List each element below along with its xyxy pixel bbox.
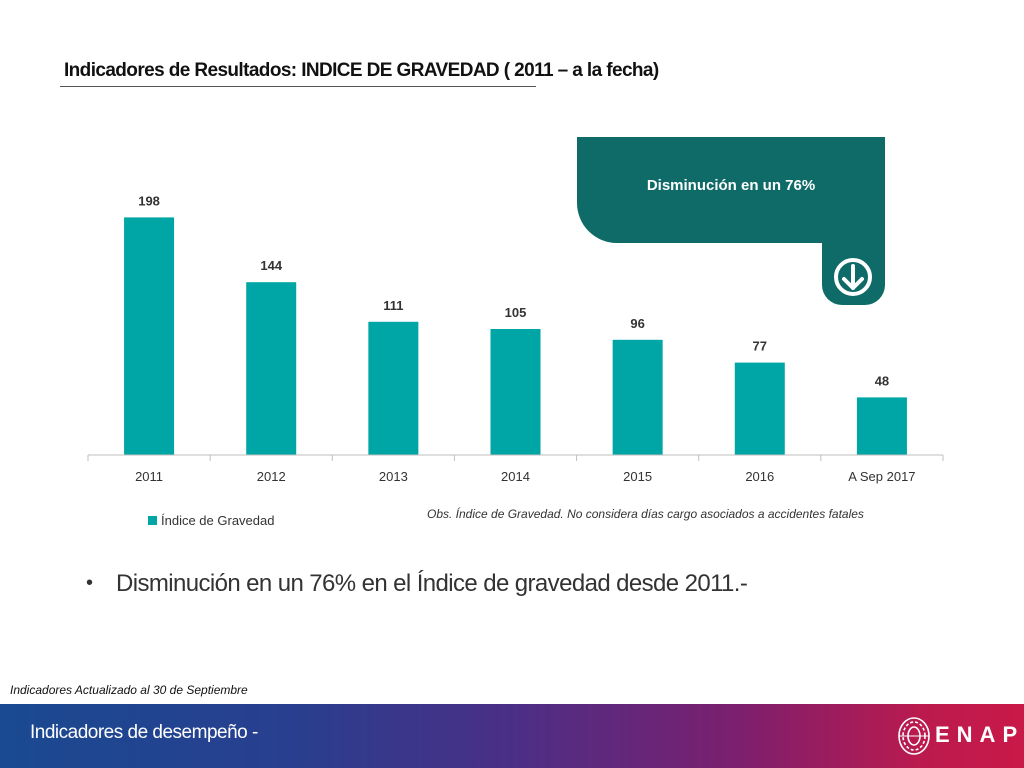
legend-swatch [148, 516, 157, 525]
x-tick-label: 2015 [623, 469, 652, 484]
data-label: 96 [630, 316, 644, 331]
bullet-dot: • [86, 572, 93, 594]
x-tick-label: 2014 [501, 469, 530, 484]
arrow-down-circle-icon [834, 258, 872, 296]
bar-2014 [490, 329, 541, 455]
summary-bullet: • Disminución en un 76% en el Índice de g… [86, 570, 748, 598]
callout-box [577, 137, 885, 305]
x-tick-label: A Sep 2017 [848, 469, 915, 484]
enap-logo-icon [898, 717, 930, 755]
data-label: 77 [753, 339, 767, 354]
data-label: 48 [875, 373, 889, 388]
bar-chart: 198 144 111 105 96 77 48 2011 2012 2013 2014 2015 2… [87, 137, 944, 528]
callout-text: Disminución en un 76% [647, 177, 815, 194]
x-tick-label: 2016 [745, 469, 774, 484]
footer-title: Indicadores de desempeño - [30, 722, 258, 743]
bar-2013 [368, 321, 419, 455]
bar-2016 [734, 362, 785, 455]
x-tick-label: 2012 [257, 469, 286, 484]
bar-2015 [612, 339, 663, 455]
footer-bar: Indicadores de desempeño - ENAP [0, 704, 1024, 768]
data-label: 105 [505, 305, 527, 320]
title-underline [60, 86, 536, 87]
enap-logo-text: ENAP [935, 722, 1024, 747]
legend-label: Índice de Gravedad [161, 513, 274, 528]
x-tick-label: 2013 [379, 469, 408, 484]
x-tick-label: 2011 [135, 469, 163, 484]
update-note: Indicadores Actualizado al 30 de Septiem… [10, 683, 248, 697]
bar-2012 [246, 282, 297, 455]
bar-2011 [124, 217, 175, 455]
page-title: Indicadores de Resultados: INDICE DE GRA… [64, 60, 659, 81]
summary-bullet-text: Disminución en un 76% en el Índice de gr… [116, 570, 748, 597]
data-label: 111 [383, 298, 403, 313]
chart-note: Obs. Índice de Gravedad. No considera dí… [427, 507, 864, 521]
bar-a-sep-2017 [856, 397, 907, 455]
data-label: 198 [138, 193, 160, 208]
data-label: 144 [260, 258, 282, 273]
